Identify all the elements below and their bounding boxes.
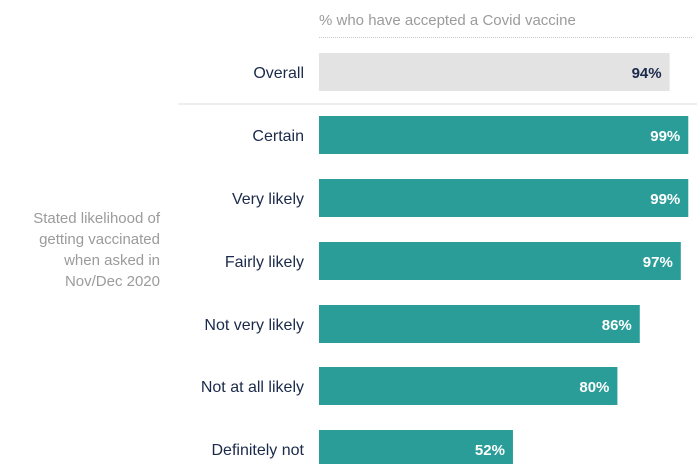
value-label-0: 99% — [650, 128, 680, 145]
bar-4 — [319, 367, 618, 405]
bar-5 — [319, 430, 513, 464]
value-label-5: 52% — [475, 442, 505, 459]
bar-0 — [319, 116, 689, 154]
bar-2 — [319, 242, 681, 280]
category-label-overall: Overall — [253, 65, 304, 82]
bar-overall — [319, 53, 670, 91]
value-label-1: 99% — [650, 191, 680, 208]
value-label-4: 80% — [579, 379, 609, 396]
category-label-0: Certain — [252, 128, 304, 145]
bar-1 — [319, 179, 689, 217]
value-label-overall: 94% — [632, 65, 662, 82]
chart-title: % who have accepted a Covid vaccine — [319, 12, 576, 29]
value-label-3: 86% — [602, 317, 632, 334]
category-label-3: Not very likely — [204, 317, 304, 334]
bar-3 — [319, 305, 640, 343]
title-divider — [319, 37, 692, 38]
category-label-5: Definitely not — [212, 442, 305, 459]
category-label-4: Not at all likely — [201, 379, 304, 396]
group-label: Stated likelihood of getting vaccinated … — [33, 210, 160, 290]
value-label-2: 97% — [643, 254, 673, 271]
category-label-2: Fairly likely — [225, 254, 304, 271]
category-label-1: Very likely — [232, 191, 304, 208]
